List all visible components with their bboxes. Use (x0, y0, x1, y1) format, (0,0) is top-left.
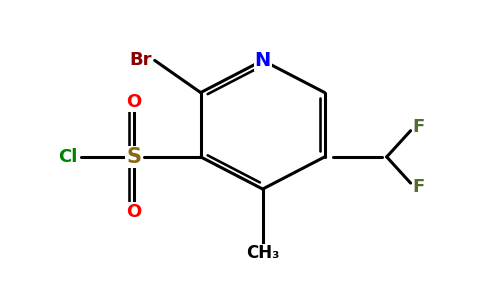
Text: S: S (126, 147, 141, 167)
Text: N: N (255, 51, 271, 70)
Text: O: O (126, 93, 142, 111)
Text: Br: Br (130, 51, 152, 69)
Text: CH₃: CH₃ (246, 244, 279, 262)
Text: O: O (126, 203, 142, 221)
Text: Cl: Cl (58, 148, 77, 166)
Text: F: F (413, 178, 425, 196)
Text: F: F (413, 118, 425, 136)
